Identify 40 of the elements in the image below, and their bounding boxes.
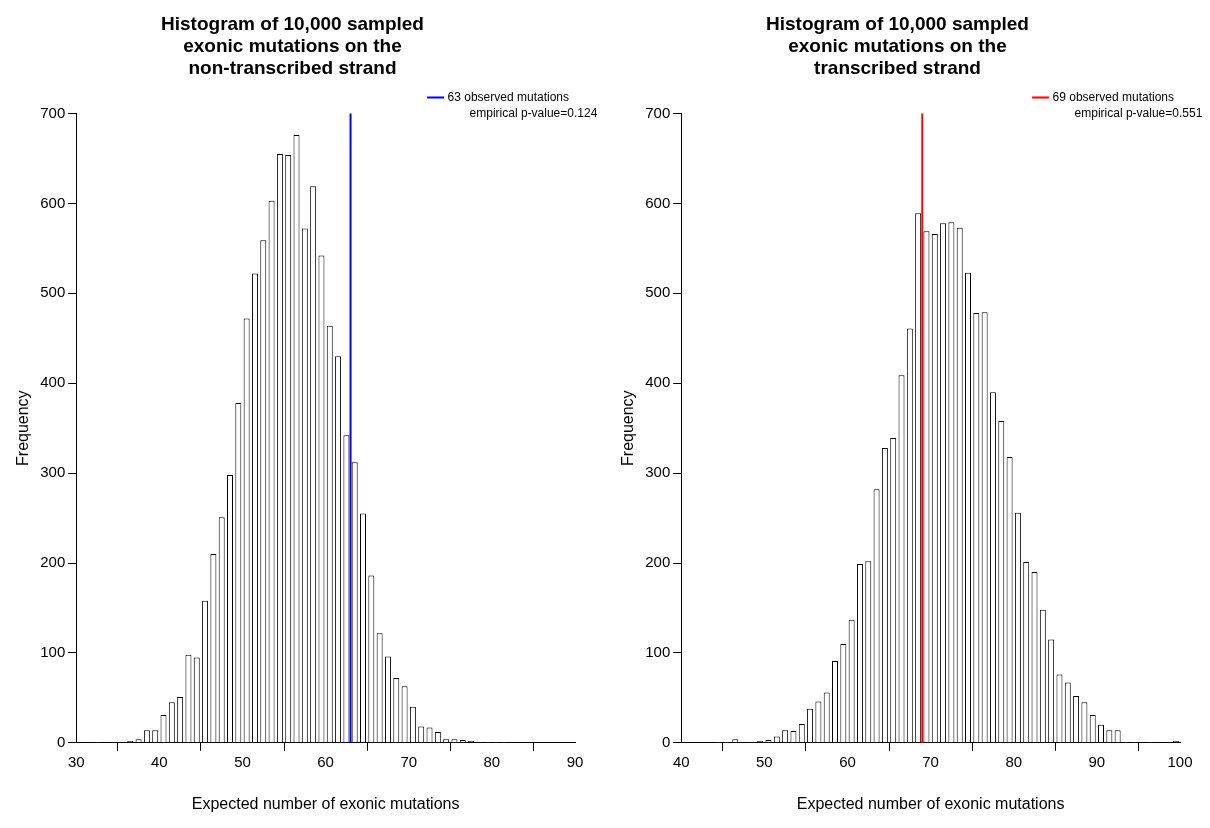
x-tick-label: 80 — [1005, 752, 1023, 770]
y-tick-label: 300 — [645, 463, 671, 481]
legend-label: 63 observed mutations — [447, 89, 569, 104]
y-tick-label: 400 — [645, 373, 671, 391]
y-tick-label: 100 — [645, 643, 671, 661]
x-tick-label: 100 — [1167, 752, 1193, 770]
chart-title: Histogram of 10,000 sampled exonic mutations on the transcribed strand — [766, 13, 1029, 78]
y-tick-label: 300 — [40, 463, 66, 481]
x-tick-label: 40 — [672, 752, 690, 770]
y-tick-label: 200 — [40, 553, 66, 571]
chart-title: Histogram of 10,000 sampled exonic mutations on the non-transcribed strand — [161, 13, 424, 78]
y-tick-label: 100 — [40, 643, 66, 661]
x-tick-label: 70 — [922, 752, 939, 770]
x-tick-label: 90 — [1088, 752, 1106, 770]
y-axis-title: Frequency — [619, 390, 637, 466]
x-tick-label: 80 — [483, 752, 501, 770]
y-tick-label: 0 — [661, 732, 671, 750]
y-tick-label: 700 — [645, 103, 671, 121]
y-tick-label: 600 — [40, 193, 66, 211]
x-axis-title: Expected number of exonic mutations — [796, 794, 1065, 812]
x-tick-label: 50 — [756, 752, 773, 770]
y-tick-label: 600 — [645, 193, 671, 211]
x-axis-title: Expected number of exonic mutations — [191, 794, 460, 812]
y-axis-title: Frequency — [14, 390, 32, 466]
x-tick-label: 40 — [151, 752, 168, 770]
annotation: empirical p-value=0.124 — [469, 105, 598, 120]
y-tick-label: 500 — [40, 283, 66, 301]
x-tick-label: 60 — [839, 752, 856, 770]
x-tick-label: 70 — [400, 752, 418, 770]
x-tick-label: 30 — [67, 752, 85, 770]
y-tick-label: 400 — [40, 373, 66, 391]
y-tick-label: 500 — [645, 283, 671, 301]
x-tick-label: 60 — [317, 752, 334, 770]
y-tick-label: 0 — [56, 732, 66, 750]
x-tick-label: 90 — [566, 752, 584, 770]
y-tick-label: 700 — [40, 103, 66, 121]
y-tick-label: 200 — [645, 553, 671, 571]
legend-label: 69 observed mutations — [1052, 89, 1174, 104]
annotation: empirical p-value=0.551 — [1074, 105, 1203, 120]
x-tick-label: 50 — [234, 752, 251, 770]
